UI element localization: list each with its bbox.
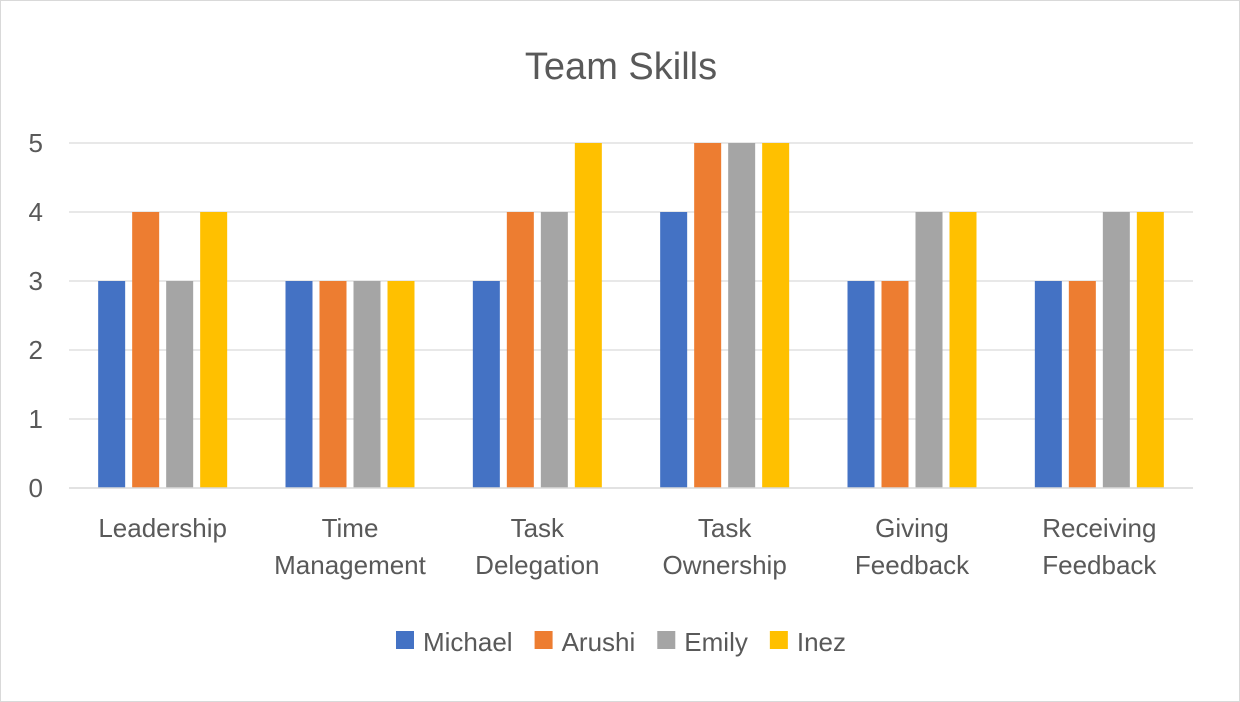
bar-emily-3	[728, 143, 756, 488]
bar-emily-1	[353, 281, 381, 488]
legend-swatch	[769, 631, 788, 649]
chart-title: Team Skills	[525, 46, 717, 88]
bar-inez-4	[949, 212, 977, 488]
bar-inez-3	[762, 143, 790, 488]
x-category-label: Receiving	[1042, 513, 1156, 543]
bar-michael-4	[847, 281, 875, 488]
x-category-label: Delegation	[475, 550, 599, 580]
bar-emily-4	[915, 212, 943, 488]
bar-michael-2	[472, 281, 500, 488]
legend-swatch	[534, 631, 553, 649]
y-tick-label: 0	[29, 473, 43, 503]
y-tick-label: 5	[29, 128, 43, 158]
bar-arushi-4	[881, 281, 909, 488]
bar-michael-1	[285, 281, 313, 488]
bar-michael-3	[660, 212, 688, 488]
bar-arushi-3	[694, 143, 722, 488]
legend-label: Arushi	[562, 627, 636, 657]
bars	[98, 143, 1164, 488]
bar-inez-1	[387, 281, 415, 488]
legend-swatch	[395, 631, 414, 649]
y-axis-ticks: 0 1 2 3 4 5	[29, 128, 43, 503]
x-category-label: Leadership	[98, 513, 227, 543]
y-tick-label: 2	[29, 335, 43, 365]
bar-arushi-2	[506, 212, 534, 488]
bar-inez-2	[574, 143, 602, 488]
bar-emily-2	[540, 212, 568, 488]
bar-emily-5	[1102, 212, 1130, 488]
legend: Michael Arushi Emily Inez	[395, 627, 846, 657]
legend-label: Michael	[423, 627, 513, 657]
x-category-label: Ownership	[663, 550, 787, 580]
legend-swatch	[657, 631, 676, 649]
bar-arushi-0	[132, 212, 160, 488]
legend-item-emily: Emily	[657, 627, 748, 657]
x-category-label: Task	[698, 513, 752, 543]
legend-item-michael: Michael	[395, 627, 513, 657]
y-tick-label: 4	[29, 197, 43, 227]
x-axis-categories: Leadership Time Management Task Delegation Ta…	[98, 513, 1157, 580]
x-category-label: Time	[322, 513, 379, 543]
y-tick-label: 1	[29, 404, 43, 434]
bar-michael-5	[1034, 281, 1062, 488]
x-category-label: Task	[511, 513, 565, 543]
gridlines	[69, 142, 1193, 420]
legend-item-arushi: Arushi	[534, 627, 636, 657]
bar-arushi-5	[1068, 281, 1096, 488]
x-category-label: Feedback	[855, 550, 970, 580]
bar-emily-0	[166, 281, 194, 488]
bar-inez-5	[1136, 212, 1164, 488]
bar-michael-0	[98, 281, 126, 488]
bar-arushi-1	[319, 281, 347, 488]
legend-label: Emily	[684, 627, 748, 657]
x-category-label: Feedback	[1042, 550, 1157, 580]
x-category-label: Giving	[875, 513, 949, 543]
x-category-label: Management	[274, 550, 427, 580]
y-tick-label: 3	[29, 266, 43, 296]
legend-item-inez: Inez	[769, 627, 846, 657]
bar-inez-0	[200, 212, 228, 488]
legend-label: Inez	[797, 627, 846, 657]
